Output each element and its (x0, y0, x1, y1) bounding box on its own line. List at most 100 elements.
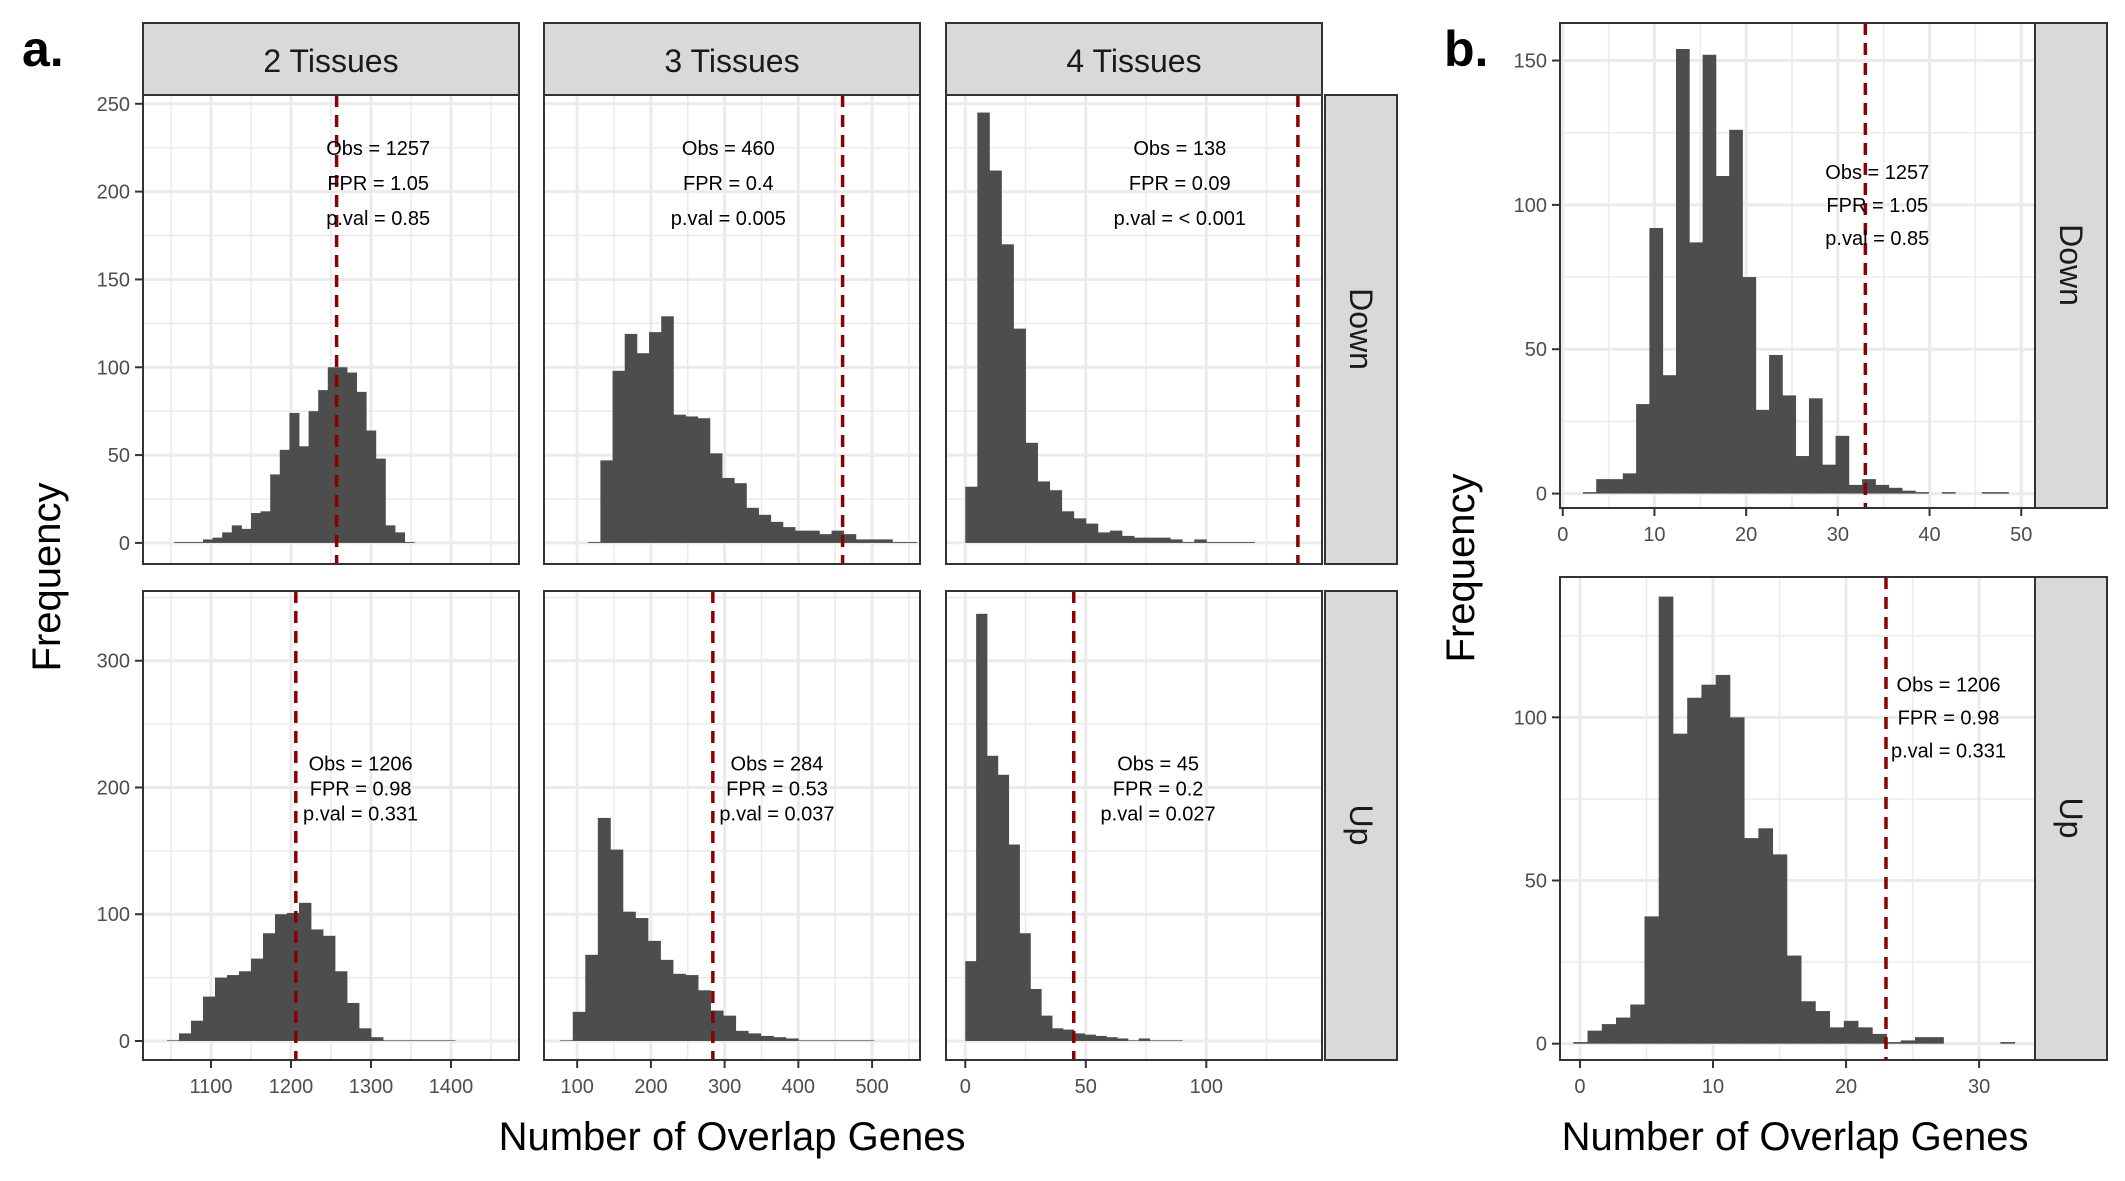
panel-a-row-strip-down: Down (1324, 94, 1398, 565)
histogram-bar (347, 372, 357, 543)
histogram-bar (299, 446, 309, 543)
annotation-line-2: FPR = 0.09 (1129, 173, 1231, 195)
histogram-bar (660, 959, 674, 1041)
histogram-bar (1672, 733, 1688, 1044)
panel-border (945, 94, 1323, 565)
panel-b-row-strip-up: Up (2034, 576, 2108, 1061)
histogram-bar (1702, 54, 1717, 494)
annotation-line-3: p.val = 0.005 (671, 208, 786, 230)
histogram-bar (1929, 1037, 1944, 1044)
histogram-bar (585, 954, 599, 1041)
x-tick-label: 0 (1574, 1076, 1585, 1098)
histogram-bar (760, 1035, 774, 1041)
histogram-bar (1636, 404, 1650, 494)
histogram-bar (843, 534, 857, 543)
strip-label: Down (1343, 288, 1379, 370)
x-tick-label: 40 (1918, 524, 1940, 546)
panel-a-xlabel: Number of Overlap Genes (499, 1115, 966, 1159)
histogram-bar (734, 483, 747, 543)
histogram-bar (191, 1020, 204, 1041)
annotation-line-3: p.val = 0.027 (1101, 804, 1216, 826)
histogram-bar (1171, 1040, 1183, 1041)
histogram-bar (1127, 1040, 1140, 1041)
histogram-bar (371, 1037, 384, 1041)
x-tick-label: 0 (960, 1076, 971, 1098)
histogram-bar (311, 929, 324, 1041)
y-tick-label: 100 (1514, 707, 1547, 729)
histogram-bar (179, 1033, 192, 1041)
histogram-bar (1755, 409, 1770, 494)
annotation-line-1: Obs = 1257 (1825, 162, 1929, 184)
histogram-bar (359, 1028, 372, 1041)
histogram-bar (977, 112, 990, 543)
histogram-bar (880, 539, 893, 543)
histogram-bar (183, 542, 194, 543)
histogram-bar (174, 542, 185, 543)
histogram-bar (1061, 511, 1075, 543)
histogram-bar (624, 333, 638, 543)
y-tick-label: 200 (97, 182, 130, 204)
x-tick-label: 50 (1075, 1076, 1097, 1098)
annotation-line-3: p.val = 0.331 (1891, 740, 2006, 762)
histogram-bar (746, 507, 759, 543)
x-tick-label: 1200 (269, 1076, 314, 1098)
histogram-bar (167, 1040, 180, 1041)
histogram-bar (597, 817, 611, 1041)
panel-a-row-strip-up: Up (1324, 590, 1398, 1061)
histogram-bar (1013, 328, 1026, 543)
panel-border (1559, 576, 2036, 1061)
histogram-bar (1758, 828, 1774, 1044)
histogram-bar (2000, 1042, 2016, 1044)
histogram-bar (892, 542, 905, 543)
histogram-bar (241, 528, 252, 543)
histogram-bar (1782, 395, 1797, 494)
x-tick-label: 30 (1827, 524, 1849, 546)
histogram-bar (431, 1040, 444, 1041)
panel-border (543, 94, 921, 565)
facet-a-down-4-tissues: Obs = 138 FPR = 0.09 p.val = < 0.001 (945, 94, 1323, 565)
facet-b-up: Obs = 1206 FPR = 0.98 p.val = 0.331 0 50 100 0… (1514, 576, 2036, 1098)
histogram-bar (443, 1040, 456, 1041)
annotation-line-3: p.val = < 0.001 (1114, 208, 1246, 230)
histogram-bar (819, 534, 832, 543)
histogram-bar (1715, 176, 1730, 494)
histogram-bar (735, 1030, 749, 1041)
panel-b-row-strip-down: Down (2034, 22, 2108, 509)
x-tick-label: 200 (634, 1076, 667, 1098)
x-tick-label: 400 (782, 1076, 815, 1098)
histogram-bar (318, 390, 329, 543)
histogram-bar (347, 1002, 360, 1041)
histogram-bar (308, 411, 319, 543)
annotation-line-2: FPR = 0.53 (726, 779, 828, 801)
x-tick-label: 100 (560, 1076, 593, 1098)
facet-a-up-2-tissues: Obs = 1206 FPR = 0.98 p.val = 0.331 0 100 200… (97, 590, 520, 1098)
histogram-bar (1829, 1027, 1845, 1044)
histogram-bar (1843, 1020, 1859, 1044)
histogram-bar (1941, 492, 1956, 494)
histogram-bar (1073, 518, 1087, 543)
histogram-bar (572, 1011, 586, 1041)
histogram-bar (1689, 242, 1703, 494)
x-tick-label: 20 (1735, 524, 1757, 546)
histogram-bar (1049, 490, 1063, 543)
histogram-bar (260, 511, 271, 543)
histogram-bar (263, 933, 276, 1041)
histogram-bar (1981, 492, 1996, 494)
histogram-bar (1701, 684, 1717, 1044)
y-tick-label: 100 (1514, 195, 1547, 217)
histogram-bar (622, 911, 636, 1041)
histogram-bar (1888, 487, 1903, 494)
histogram-bar (1808, 398, 1823, 494)
histogram-bar (1596, 479, 1610, 494)
histogram-bar (600, 460, 613, 543)
histogram-bar (335, 971, 348, 1041)
histogram-bar (323, 935, 336, 1041)
histogram-bar (709, 453, 723, 543)
x-tick-label: 300 (708, 1076, 741, 1098)
histogram-bar (1085, 523, 1099, 543)
histogram-bar (1230, 542, 1243, 543)
histogram-bar (636, 353, 650, 543)
histogram-bar (861, 1040, 874, 1041)
histogram-bar (1995, 492, 2009, 494)
histogram-bar (1858, 1027, 1873, 1044)
